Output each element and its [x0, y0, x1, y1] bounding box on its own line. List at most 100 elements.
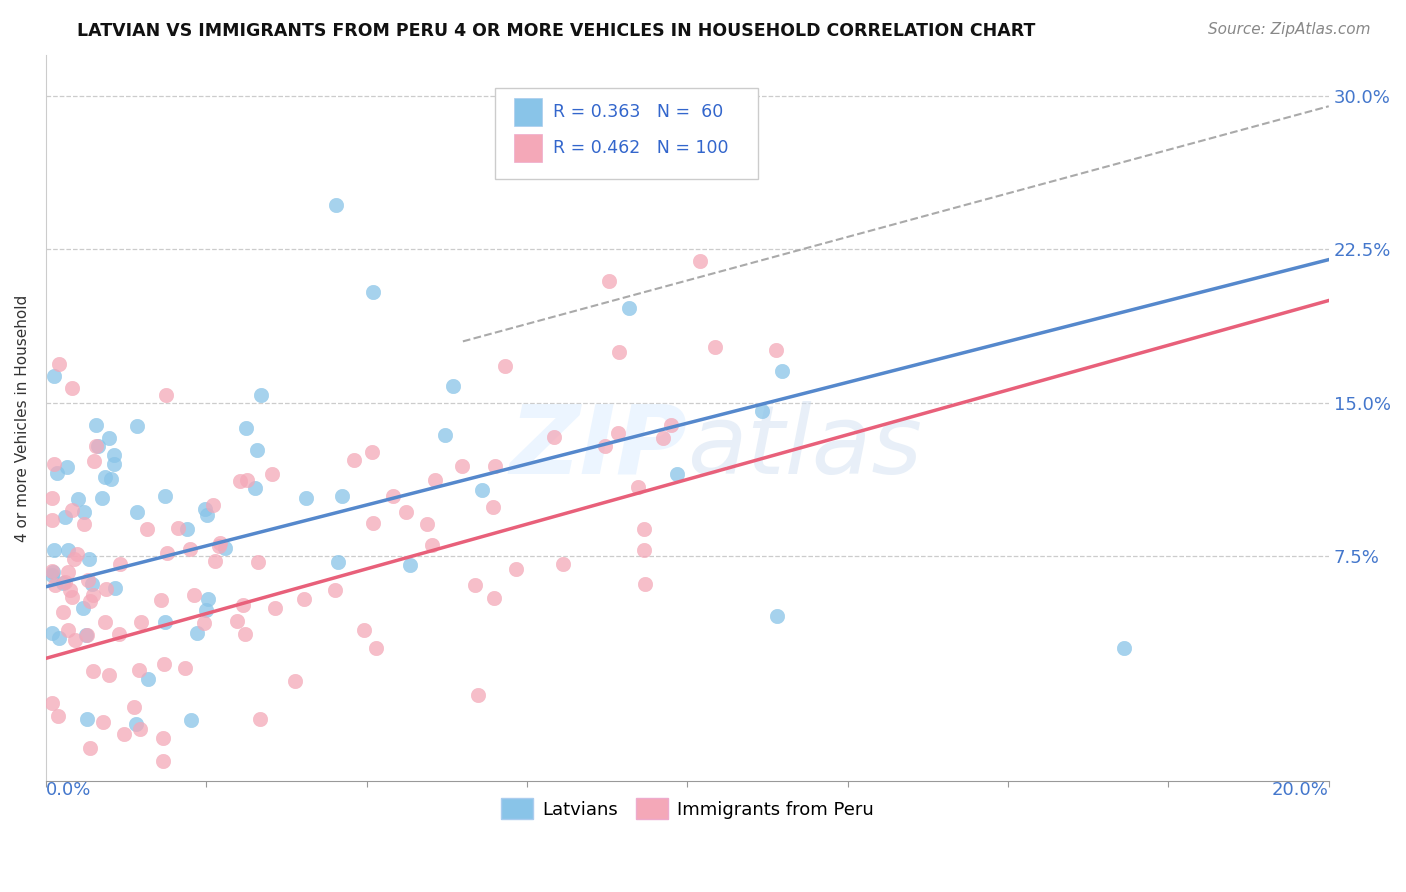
Point [156, 546, 179, 560]
Point [434, 427, 457, 442]
Point [484, 459, 506, 474]
Point [155, 387, 177, 401]
Point [420, 538, 443, 552]
Point [186, 626, 208, 640]
Point [45, 466, 67, 480]
Point [82, 665, 104, 679]
Point [543, 430, 565, 444]
Point [104, 582, 127, 596]
Text: 0.0%: 0.0% [46, 781, 91, 799]
Point [112, 727, 135, 741]
Point [79, 594, 101, 608]
Point [58, 543, 80, 558]
Point [330, 489, 353, 503]
Point [195, 508, 218, 522]
Point [122, 700, 145, 714]
Point [41, 564, 63, 578]
Point [204, 554, 226, 568]
Point [326, 556, 349, 570]
Point [451, 459, 474, 474]
Point [652, 431, 675, 445]
Point [441, 379, 464, 393]
Point [505, 562, 527, 576]
Point [665, 467, 688, 481]
Point [100, 472, 122, 486]
Point [48, 357, 70, 371]
Point [766, 609, 789, 624]
Point [232, 598, 254, 612]
Point [56, 565, 79, 579]
Point [41, 567, 63, 582]
Point [264, 600, 287, 615]
Point [246, 443, 269, 458]
Point [481, 500, 503, 515]
Text: R = 0.363   N =  60: R = 0.363 N = 60 [553, 103, 723, 120]
Point [94, 470, 117, 484]
Point [66, 491, 89, 506]
Point [76, 712, 98, 726]
Point [153, 489, 176, 503]
Y-axis label: 4 or more Vehicles in Household: 4 or more Vehicles in Household [15, 294, 30, 541]
Point [83, 454, 105, 468]
Point [246, 555, 269, 569]
Point [233, 627, 256, 641]
Point [353, 623, 375, 637]
Point [87, 439, 110, 453]
Point [176, 522, 198, 536]
Point [361, 516, 384, 530]
Point [593, 439, 616, 453]
Point [395, 505, 418, 519]
Point [59, 582, 82, 597]
Point [138, 673, 160, 687]
Point [627, 480, 650, 494]
Point [416, 516, 439, 531]
Point [1112, 641, 1135, 656]
Point [80, 577, 103, 591]
Point [765, 343, 787, 357]
Text: ZIP: ZIP [509, 401, 688, 493]
Point [180, 713, 202, 727]
Point [41, 626, 63, 640]
Point [471, 483, 494, 497]
Point [79, 740, 101, 755]
Point [125, 419, 148, 434]
FancyBboxPatch shape [515, 135, 543, 161]
Point [770, 364, 793, 378]
Point [73, 505, 96, 519]
Point [152, 731, 174, 745]
Point [607, 425, 630, 440]
Point [46, 709, 69, 723]
Point [65, 547, 87, 561]
Point [42, 368, 65, 383]
Text: 20.0%: 20.0% [1272, 781, 1329, 799]
Point [284, 674, 307, 689]
Point [464, 578, 486, 592]
Point [150, 593, 173, 607]
Point [325, 198, 347, 212]
Point [63, 633, 86, 648]
Point [60, 381, 83, 395]
Point [41, 513, 63, 527]
Point [361, 285, 384, 299]
Point [598, 274, 620, 288]
Point [152, 754, 174, 768]
Point [42, 542, 65, 557]
Point [236, 473, 259, 487]
Text: R = 0.462   N = 100: R = 0.462 N = 100 [553, 139, 728, 157]
Point [633, 522, 655, 536]
Point [56, 623, 79, 637]
Point [42, 457, 65, 471]
Point [52, 575, 75, 590]
Point [494, 359, 516, 373]
Text: LATVIAN VS IMMIGRANTS FROM PERU 4 OR MORE VEHICLES IN HOUSEHOLD CORRELATION CHAR: LATVIAN VS IMMIGRANTS FROM PERU 4 OR MOR… [77, 22, 1036, 40]
Point [292, 592, 315, 607]
Point [75, 628, 97, 642]
Point [72, 601, 94, 615]
Point [98, 668, 121, 682]
Point [634, 577, 657, 591]
Point [107, 627, 129, 641]
Point [60, 503, 83, 517]
Point [103, 457, 125, 471]
Point [179, 541, 201, 556]
Point [41, 696, 63, 710]
